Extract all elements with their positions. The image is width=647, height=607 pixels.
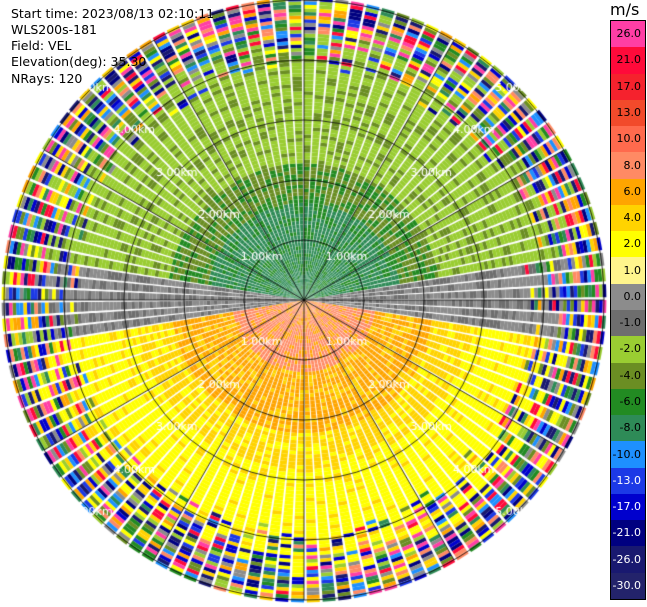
colorbar-segment [611,572,645,600]
colorbar-segment [611,178,645,206]
colorbar-tick-label: -13.0 [612,473,641,487]
colorbar-tick-label: 6.0 [623,184,642,198]
colorbar-tick-label: 8.0 [623,158,642,172]
colorbar-tick-label: 0.0 [623,289,642,303]
colorbar-unit: m/s [610,0,640,19]
elevation-label: Elevation(deg): 35.30 [11,54,147,69]
colorbar-segment [611,520,645,547]
instrument-label: WLS200s-181 [11,22,97,37]
colorbar-segment [611,467,645,495]
colorbar-tick-label: -8.0 [619,421,641,435]
colorbar-segment [611,126,645,153]
colorbar-tick-label: 10.0 [616,132,642,146]
colorbar-tick-label: 1.0 [623,263,642,277]
colorbar-segment [611,47,645,75]
colorbar-segment [611,310,645,337]
colorbar-tick-label: -30.0 [612,578,641,592]
colorbar-tick-label: -6.0 [619,394,641,408]
colorbar-segment [611,257,645,285]
colorbar-segment [611,493,645,521]
colorbar-segment [611,388,645,416]
colorbar-tick-label: 26.0 [616,27,642,41]
colorbar-segment [611,415,645,442]
colorbar-segment [611,362,645,390]
colorbar-segment [611,231,645,258]
colorbar-segment [611,441,645,469]
colorbar-tick-label: -21.0 [612,526,641,540]
colorbar-segment [611,204,645,232]
field-label: Field: VEL [11,38,72,53]
colorbar-tick-label: -26.0 [612,552,641,566]
nrays-label: NRays: 120 [11,71,83,86]
colorbar-segment [611,336,645,364]
colorbar-tick-label: 13.0 [616,105,642,119]
ppi-velocity-plot [0,0,610,607]
colorbar-segment [611,73,645,101]
colorbar-segment [611,99,645,127]
colorbar-tick-label: 21.0 [616,53,642,67]
colorbar-segment [611,283,645,311]
colorbar-tick-label: 2.0 [623,237,642,251]
colorbar-tick-label: 17.0 [616,79,642,93]
start-time-label: Start time: 2023/08/13 02:10:11 [11,6,215,21]
colorbar-segment [611,152,645,180]
colorbar-tick-label: 4.0 [623,211,642,225]
colorbar-tick-label: -2.0 [619,342,641,356]
colorbar-tick-label: -10.0 [612,447,641,461]
colorbar-tick-label: -4.0 [619,368,641,382]
colorbar-segment [611,21,645,48]
colorbar-segment [611,546,645,574]
colorbar: 26.0 21.0 17.0 13.0 10.0 8.0 6.0 4.0 2.0 1.0 0.0 -1… [610,20,646,600]
colorbar-tick-label: -1.0 [619,316,641,330]
colorbar-tick-label: -17.0 [612,500,641,514]
